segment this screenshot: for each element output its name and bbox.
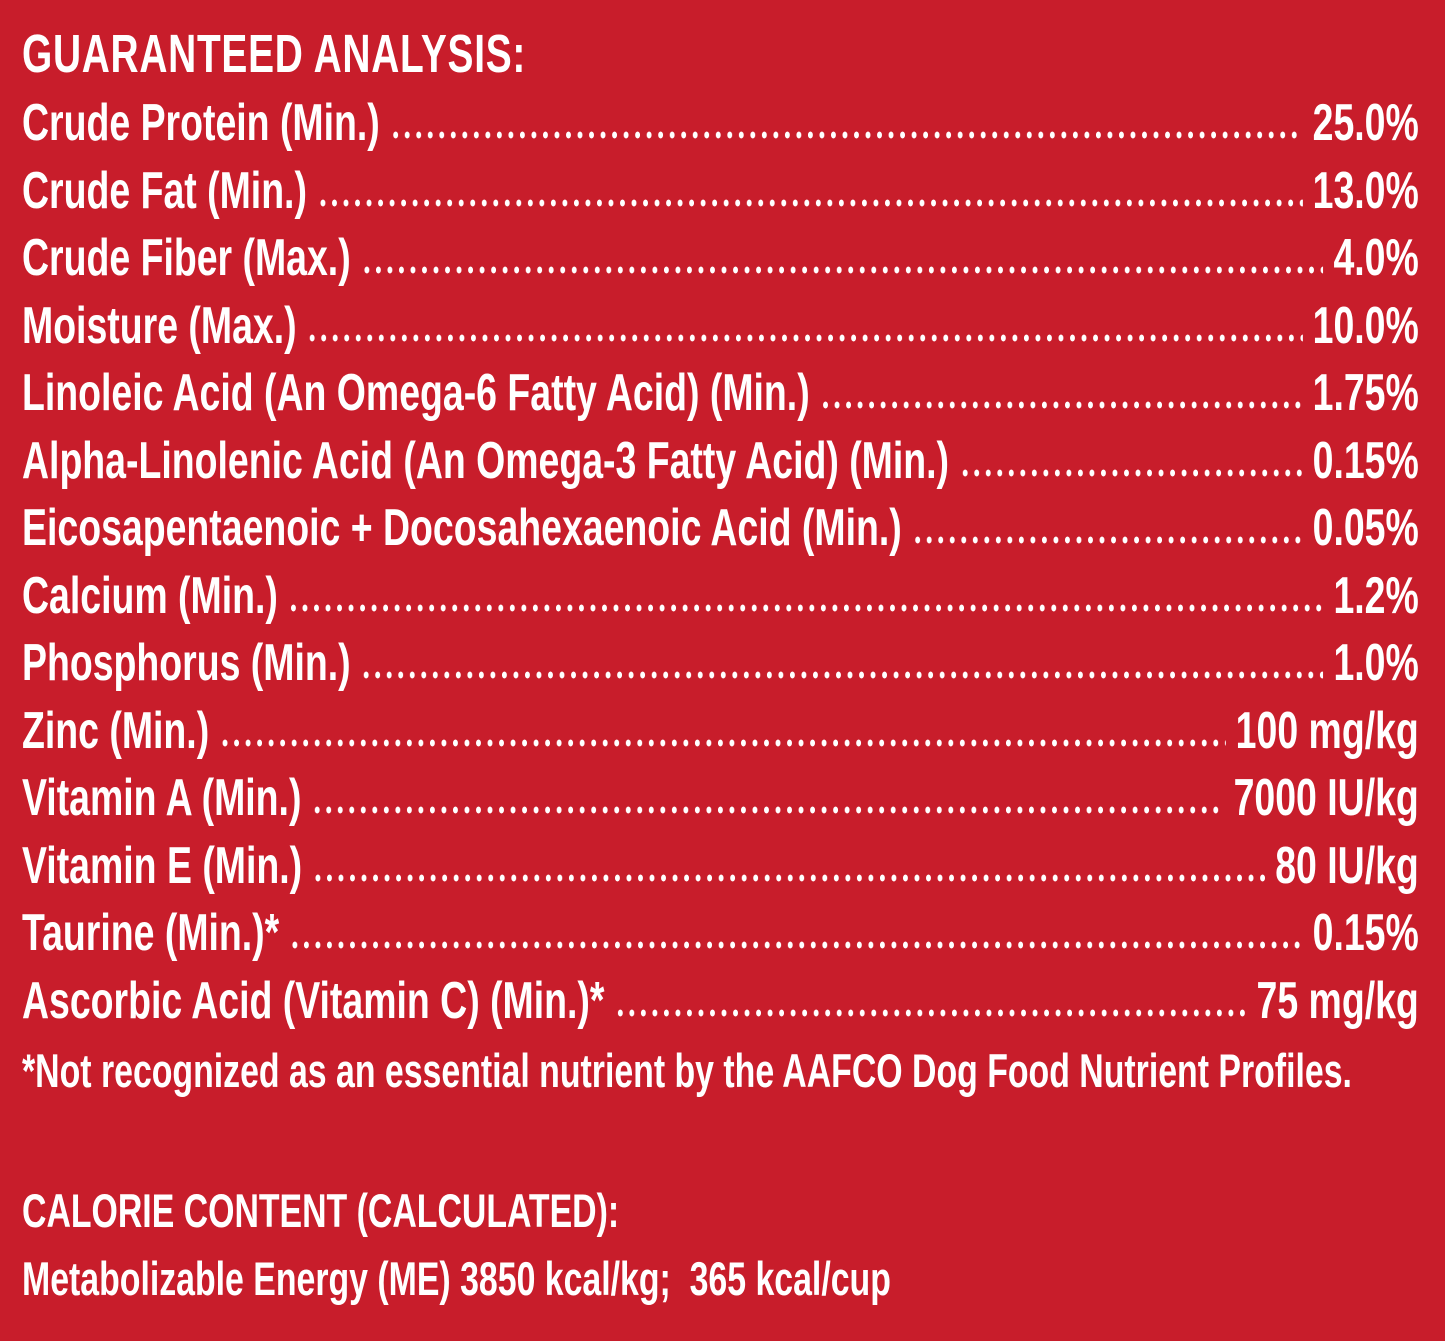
nutrient-value: 1.0% [1333, 634, 1419, 692]
nutrient-label: Alpha-Linolenic Acid (An Omega-3 Fatty A… [22, 431, 950, 490]
analysis-row: Crude Fat (Min.) 13.0% [22, 158, 1419, 226]
analysis-row: Phosphorus (Min.) 1.0% [22, 630, 1419, 698]
analysis-row: Eicosapentaenoic + Docosahexaenoic Acid … [22, 495, 1419, 563]
nutrient-label: Calcium (Min.) [22, 566, 278, 625]
analysis-row: Calcium (Min.) 1.2% [22, 563, 1419, 631]
analysis-row: Vitamin E (Min.) 80 IU/kg [22, 833, 1419, 901]
nutrient-value: 25.0% [1312, 94, 1419, 152]
analysis-row: Crude Fiber (Max.) 4.0% [22, 225, 1419, 293]
nutrient-value: 1.75% [1312, 364, 1419, 422]
nutrient-label: Crude Protein (Min.) [22, 94, 380, 152]
nutrient-label: Vitamin A (Min.) [22, 769, 302, 827]
analysis-row: Ascorbic Acid (Vitamin C) (Min.)* 75 mg/k… [22, 968, 1419, 1036]
dot-leader [289, 940, 1303, 950]
calorie-text: Metabolizable Energy (ME) 3850 kcal/kg; … [22, 1252, 891, 1305]
dot-leader [317, 197, 1303, 208]
nutrient-value: 4.0% [1333, 229, 1419, 287]
dot-leader [389, 130, 1303, 140]
dot-leader [360, 670, 1324, 680]
nutrient-value: 7000 IU/kg [1233, 769, 1419, 827]
heading: GUARANTEED ANALYSIS: [22, 24, 527, 84]
nutrient-value: 10.0% [1312, 296, 1419, 355]
nutrient-value: 80 IU/kg [1275, 836, 1419, 895]
dot-leader [959, 467, 1303, 478]
dot-leader [306, 332, 1303, 343]
nutrient-label: Eicosapentaenoic + Docosahexaenoic Acid … [22, 499, 902, 557]
nutrient-value: 13.0% [1312, 161, 1419, 220]
dot-leader [311, 805, 1224, 815]
nutrient-value: 75 mg/kg [1256, 971, 1419, 1030]
dot-leader [360, 265, 1324, 275]
nutrient-value: 0.15% [1312, 431, 1419, 490]
calorie-heading: CALORIE CONTENT (CALCULATED): [22, 1184, 620, 1237]
footnote: *Not recognized as an essential nutrient… [22, 1044, 1352, 1097]
analysis-list: Crude Protein (Min.) 25.0% Crude Fat (Min.… [22, 90, 1419, 1035]
nutrient-label: Moisture (Max.) [22, 296, 297, 355]
analysis-row: Alpha-Linolenic Acid (An Omega-3 Fatty A… [22, 428, 1419, 496]
dot-leader [219, 737, 1226, 748]
nutrient-value: 1.2% [1333, 566, 1419, 625]
nutrient-label: Zinc (Min.) [22, 701, 210, 760]
dot-leader [819, 400, 1303, 410]
nutrient-label: Crude Fiber (Max.) [22, 229, 351, 287]
analysis-row: Taurine (Min.)* 0.15% [22, 900, 1419, 968]
nutrient-value: 100 mg/kg [1235, 701, 1419, 760]
nutrient-value: 0.15% [1312, 904, 1419, 962]
analysis-row: Crude Protein (Min.) 25.0% [22, 90, 1419, 158]
nutrient-label: Taurine (Min.)* [22, 904, 280, 962]
nutrient-value: 0.05% [1312, 499, 1419, 557]
analysis-row: Vitamin A (Min.) 7000 IU/kg [22, 765, 1419, 833]
nutrient-label: Crude Fat (Min.) [22, 161, 307, 220]
nutrient-label: Linoleic Acid (An Omega-6 Fatty Acid) (M… [22, 364, 810, 422]
nutrient-label: Ascorbic Acid (Vitamin C) (Min.)* [22, 971, 605, 1030]
analysis-row: Moisture (Max.) 10.0% [22, 293, 1419, 361]
analysis-row: Linoleic Acid (An Omega-6 Fatty Acid) (M… [22, 360, 1419, 428]
analysis-row: Zinc (Min.) 100 mg/kg [22, 698, 1419, 766]
dot-leader [312, 872, 1266, 883]
label-panel: GUARANTEED ANALYSIS: Crude Protein (Min.… [22, 18, 1419, 1313]
nutrient-label: Phosphorus (Min.) [22, 634, 351, 692]
dot-leader [911, 535, 1303, 545]
dot-leader [287, 602, 1324, 613]
nutrient-label: Vitamin E (Min.) [22, 836, 303, 895]
dot-leader [614, 1007, 1247, 1018]
